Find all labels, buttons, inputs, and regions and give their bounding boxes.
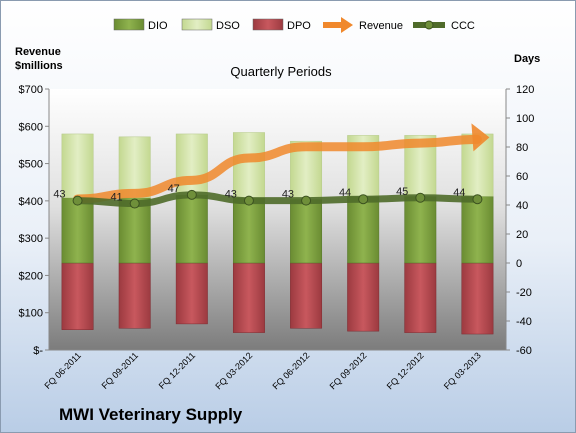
- dio-bar: [461, 196, 494, 264]
- ccc-data-label: 47: [168, 183, 180, 195]
- ccc-data-label: 44: [453, 187, 465, 199]
- left-tick-label: $300: [19, 233, 43, 245]
- left-tick-label: $400: [19, 196, 43, 208]
- lines: 43 41 47 43 43 44 45 44: [53, 123, 490, 209]
- ccc-point: [472, 194, 483, 205]
- dpo-bar: [404, 262, 437, 333]
- left-tick-label: $600: [19, 121, 43, 133]
- ccc-point: [243, 195, 254, 206]
- legend-swatch: [181, 18, 213, 31]
- right-tick-label: -60: [516, 345, 532, 357]
- dpo-bar: [61, 262, 94, 330]
- ccc-line: [74, 191, 481, 208]
- dpo-bar: [118, 262, 151, 329]
- legend-label: DPO: [287, 20, 311, 32]
- dio-bar: [232, 197, 265, 264]
- legend-label: Revenue: [359, 20, 403, 32]
- left-tick-label: $700: [19, 84, 43, 96]
- dio-bar: [347, 196, 380, 264]
- legend-swatch: [113, 18, 145, 31]
- legend-swatch-marker: [424, 20, 434, 30]
- right-tick-label: -40: [516, 316, 532, 328]
- right-tick-label: 80: [516, 142, 528, 154]
- ccc-point: [186, 189, 197, 200]
- right-tick-label: 120: [516, 84, 534, 96]
- plot-area: [49, 89, 506, 350]
- ccc-point: [72, 195, 83, 206]
- dpo-bar: [461, 262, 494, 335]
- ccc-data-label: 43: [225, 189, 237, 201]
- dio-bar: [61, 197, 94, 264]
- right-tick-label: -20: [516, 287, 532, 299]
- dpo-bar: [175, 262, 208, 325]
- left-axis-label: Revenue $millions: [15, 46, 63, 72]
- company-name: MWI Veterinary Supply: [59, 405, 243, 424]
- legend-label: DSO: [216, 20, 240, 32]
- left-tick-label: $200: [19, 270, 43, 282]
- legend-swatch-arrowhead: [341, 17, 353, 33]
- left-tick-label: $100: [19, 308, 43, 320]
- ccc-point: [358, 194, 369, 205]
- right-tick-label: 40: [516, 200, 528, 212]
- ccc-data-label: 43: [282, 189, 294, 201]
- ccc-point: [129, 198, 140, 209]
- chart-title: Quarterly Periods: [230, 64, 332, 79]
- dio-bar: [404, 196, 437, 264]
- right-tick-label: 0: [516, 258, 522, 270]
- revenue-line: [73, 134, 482, 204]
- ccc-point: [301, 195, 312, 206]
- ccc-data-label: 44: [339, 187, 351, 199]
- ccc-data-label: 43: [53, 189, 65, 201]
- ccc-data-label: 45: [396, 186, 408, 198]
- dio-bar: [290, 198, 323, 264]
- dso-bar: [175, 133, 208, 196]
- dso-bar: [232, 132, 265, 198]
- right-axis-label: Days: [514, 53, 541, 65]
- dpo-bar: [232, 262, 265, 333]
- legend-swatch: [252, 18, 284, 31]
- right-tick-label: 100: [516, 113, 534, 125]
- right-tick-label: 20: [516, 229, 528, 241]
- right-tick-label: 60: [516, 171, 528, 183]
- left-tick-label: $-: [33, 345, 43, 357]
- dio-bar: [175, 194, 208, 264]
- ccc-point: [415, 192, 426, 203]
- left-tick-label: $500: [19, 159, 43, 171]
- bars: [61, 132, 494, 335]
- legend: DIO DSO DPO Revenue CCC: [113, 17, 475, 33]
- dso-bar: [61, 133, 94, 198]
- dio-bar: [118, 197, 151, 264]
- ccc-data-label: 41: [110, 192, 122, 204]
- dpo-bar: [290, 262, 323, 329]
- dpo-bar: [347, 262, 380, 332]
- legend-label: CCC: [451, 20, 475, 32]
- revenue-arrowhead: [471, 123, 490, 152]
- legend-label: DIO: [148, 20, 168, 32]
